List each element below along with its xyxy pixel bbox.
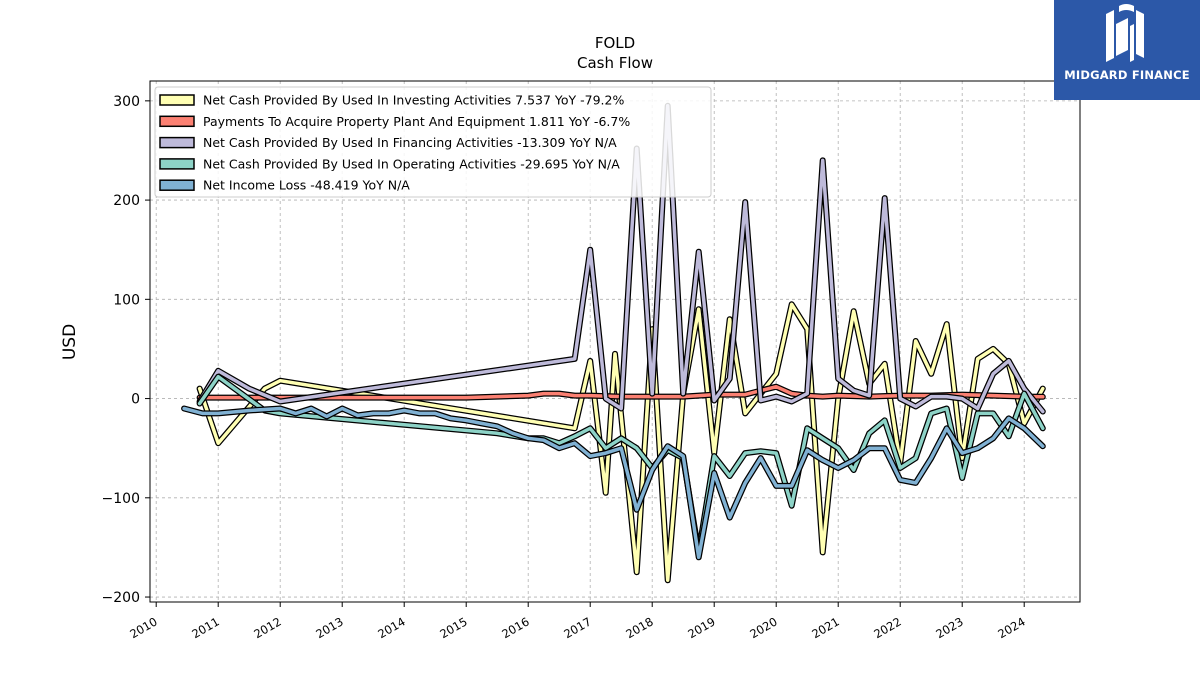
legend-swatch <box>159 136 195 149</box>
legend-label: Net Cash Provided By Used In Financing A… <box>203 135 617 150</box>
x-tick-label: 2022 <box>871 614 903 641</box>
x-tick-label: 2018 <box>623 614 655 641</box>
series-line-0 <box>197 302 1045 582</box>
y-tick-label: 300 <box>113 94 140 110</box>
y-tick-label: 100 <box>113 292 140 308</box>
x-tick-label: 2016 <box>499 614 531 641</box>
x-tick-label: 2010 <box>127 614 159 641</box>
x-tick-label: 2019 <box>685 614 717 641</box>
midgard-finance-logo: MIDGARD FINANCE <box>1054 0 1200 100</box>
series-line-1 <box>197 384 1045 400</box>
chart-title: FOLD <box>595 34 635 52</box>
y-tick-label: 0 <box>131 392 140 408</box>
legend-swatch <box>159 115 195 128</box>
series-layer <box>181 102 1046 584</box>
midgard-logo-icon <box>1106 4 1144 62</box>
y-tick-label: 200 <box>113 193 140 209</box>
legend-swatch <box>159 94 195 106</box>
legend-swatch <box>159 179 195 191</box>
x-tick-label: 2023 <box>933 614 965 641</box>
x-tick-label: 2017 <box>561 614 593 641</box>
legend-box <box>154 86 712 198</box>
legend-label: Net Income Loss -48.419 YoY N/A <box>203 178 410 193</box>
x-tick-label: 2012 <box>251 614 283 641</box>
chart-subtitle: Cash Flow <box>577 54 653 72</box>
y-tick-label: −200 <box>102 590 140 606</box>
legend: Net Cash Provided By Used In Investing A… <box>154 86 712 198</box>
x-tick-label: 2021 <box>809 614 841 641</box>
series-line-4 <box>182 406 1045 560</box>
y-axis-label: USD <box>60 324 80 360</box>
x-tick-label: 2024 <box>995 614 1027 641</box>
axes-frame <box>149 80 1081 603</box>
x-tick-label: 2020 <box>747 614 779 641</box>
legend-label: Net Cash Provided By Used In Operating A… <box>203 156 620 171</box>
x-tick-label: 2015 <box>437 614 469 641</box>
legend-label: Payments To Acquire Property Plant And E… <box>203 114 630 129</box>
legend-swatch <box>159 158 195 170</box>
x-tick-label: 2013 <box>313 614 345 641</box>
y-tick-label: −100 <box>102 491 140 507</box>
legend-label: Net Cash Provided By Used In Investing A… <box>203 93 624 108</box>
series-line-2 <box>197 104 1045 414</box>
x-tick-label: 2014 <box>375 614 407 641</box>
logo-text: MIDGARD FINANCE <box>1064 68 1190 82</box>
x-tick-label: 2011 <box>189 614 221 641</box>
